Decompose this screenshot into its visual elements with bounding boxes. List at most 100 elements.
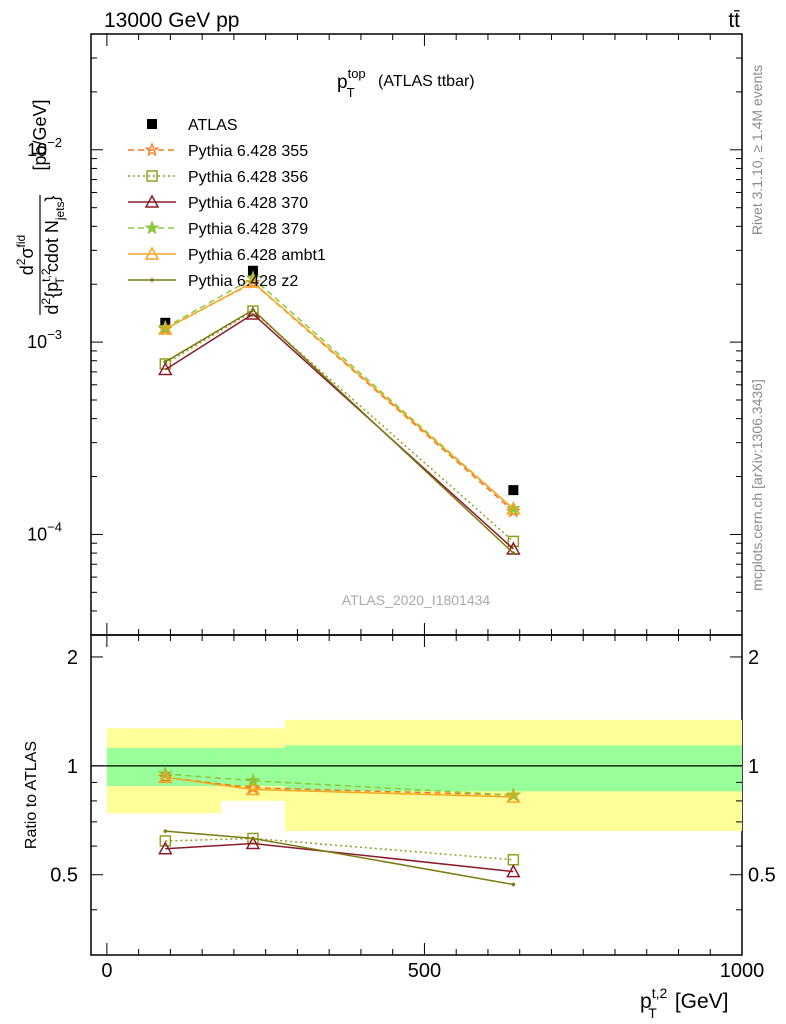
ratio-y-tick-label-right: 0.5 [748,865,776,887]
ratio-y-tick-label-right: 2 [748,647,759,669]
legend: ATLAS Pythia 6.428 355 Pythia 6.428 356 Pyt… [128,117,326,290]
main-series-3 [158,306,521,555]
main-series-line [164,281,514,510]
legend-marker [144,142,160,157]
legend-entry: Pythia 6.428 ambt1 [128,246,326,264]
main-data-point [506,501,521,515]
ratio-data-point [511,882,516,887]
svg-text:d2{pt,2T cdot Njets}: d2{pt,2T cdot Njets} [39,195,67,314]
legend-marker [147,119,157,129]
rivet-version-label: Rivet 3.1.10, ≥ 1.4M events [749,65,765,235]
ratio-series-5 [163,829,516,887]
main-data-point [245,274,261,288]
main-data-point [508,485,519,496]
ratio-series-line [165,776,514,796]
x-axis-label: pt,2 T [GeV] [640,985,729,1021]
main-data-point [247,305,259,317]
ratio-data-point [158,769,173,784]
ratio-series-4 [158,769,521,803]
legend-label: Pythia 6.428 ambt1 [188,247,326,264]
ratio-data-point [157,766,173,781]
ratio-series-line [165,837,514,861]
x-tick-label: 1000 [720,960,765,982]
main-series-5 [158,274,521,515]
legend-entry: Pythia 6.428 355 [128,142,308,160]
ratio-series-line [165,830,514,886]
legend-entry: Pythia 6.428 370 [128,194,308,212]
legend-label: Pythia 6.428 370 [188,195,308,212]
legend-entry: ATLAS [147,117,238,134]
ratio-y-tick-label-left: 0.5 [50,865,78,887]
main-series-line [164,310,514,542]
main-data-point [157,319,173,334]
legend-label: Pythia 6.428 356 [188,169,308,186]
main-series-1 [157,274,521,518]
ratio-data-point [506,789,521,803]
legend-label: Pythia 6.428 z2 [188,273,298,290]
legend-marker [144,194,160,208]
legend-marker [146,170,158,182]
main-series-line [164,281,514,512]
main-data-point [251,308,255,312]
ratio-y-tick-label-left: 1 [67,756,78,778]
ratio-data-point [245,781,261,796]
ratio-data-point [245,835,261,850]
ratio-band-green-2 [284,745,742,792]
main-series-line [164,277,514,510]
x-tick-label: 0 [101,960,112,982]
analysis-watermark: ATLAS_2020_I1801434 [342,592,491,608]
ratio-data-point [506,864,521,878]
main-data-point [507,535,520,548]
axis-ticks [91,33,743,956]
main-series-line [164,313,514,550]
ratio-series-1 [159,832,520,866]
ratio-data-point [251,836,255,841]
plot-title: ptop T (ATLAS ttbar) [337,66,475,100]
legend-marker [144,246,160,260]
ratio-y-tick-label-right: 1 [748,756,759,778]
ratio-data-point [505,787,521,802]
main-data-point [158,321,173,335]
main-series-6 [163,308,516,555]
main-series-line [164,308,514,554]
legend-entry: Pythia 6.428 356 [128,169,308,186]
header-process: tt̄ [728,9,740,32]
main-y-axis-label: d2σfid d2{pt,2T cdot Njets} [pb/GeV] [14,99,67,315]
svg-text:pt,2T[GeV]: pt,2 T [GeV] [640,985,729,1021]
header-energy: 13000 GeV pp [104,9,239,32]
ratio-data-point [158,841,173,855]
svg-text:d2σfid: d2σfid [14,235,37,276]
legend-marker [150,278,154,282]
svg-text:(ATLAS ttbar): (ATLAS ttbar) [378,73,475,90]
ratio-data-point [157,769,173,784]
ratio-y-axis-label: Ratio to ATLAS [23,741,40,849]
main-data-point [158,361,173,376]
ratio-series-group [157,766,521,887]
legend-entry: Pythia 6.428 379 [128,220,308,238]
main-series-2 [159,305,520,548]
legend-label: Pythia 6.428 355 [188,143,308,160]
axis-tick-labels: 10−2 10−3 10−4 0.5 0.5 1 1 2 2 0 500 1000 [27,135,776,982]
ratio-series-line [165,776,514,798]
ratio-y-tick-label-left: 2 [67,647,78,669]
ratio-data-point [163,829,168,833]
ratio-series-line [165,773,514,796]
svg-text:[pb/GeV]: [pb/GeV] [30,99,50,170]
main-data-point [163,360,168,364]
x-tick-label: 500 [408,960,441,982]
main-y-tick-label: 10−4 [27,519,62,544]
ratio-uncertainty-bands [91,719,742,832]
main-series-group [157,265,521,555]
legend-marker [144,220,160,235]
ratio-band-green-0 [106,748,222,786]
ratio-series-line [165,842,514,873]
mcplots-label: mcplots.cern.ch [arXiv:1306.3436] [749,379,765,591]
main-y-tick-label: 10−2 [27,135,62,160]
main-y-tick-label: 10−3 [27,327,62,352]
main-data-point [511,551,516,555]
legend-label: ATLAS [188,117,238,134]
legend-label: Pythia 6.428 379 [188,221,308,238]
legend-entry: Pythia 6.428 z2 [128,273,298,290]
